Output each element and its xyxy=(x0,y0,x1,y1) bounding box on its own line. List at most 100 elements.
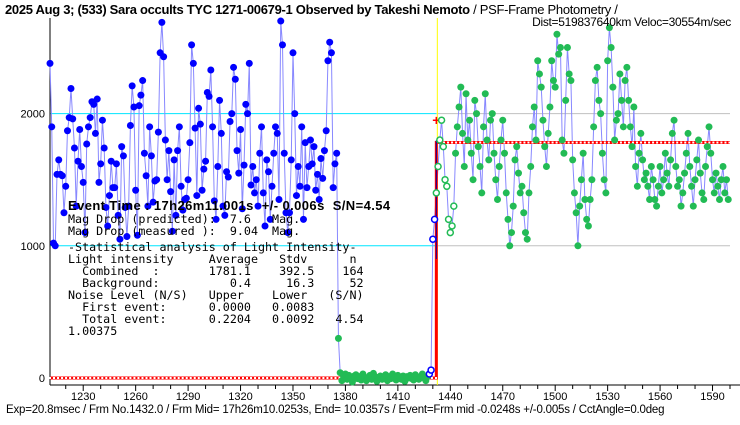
data-point xyxy=(126,121,134,129)
data-point xyxy=(247,181,255,189)
data-point xyxy=(548,57,556,65)
step-marker xyxy=(121,377,124,379)
step-marker xyxy=(503,141,506,144)
data-point xyxy=(319,174,327,182)
data-point xyxy=(518,182,526,190)
data-point xyxy=(724,196,732,204)
data-point xyxy=(188,41,196,49)
data-point xyxy=(272,123,280,131)
stat-line: Combined : 1781.1 392.5 164 xyxy=(68,264,364,278)
data-point xyxy=(58,172,66,180)
data-point xyxy=(471,96,479,104)
data-point xyxy=(721,189,729,197)
data-point xyxy=(476,162,484,170)
step-marker xyxy=(680,141,683,144)
data-point-transition xyxy=(444,215,453,224)
data-point xyxy=(245,59,253,67)
step-marker xyxy=(109,377,112,379)
step-marker xyxy=(451,141,454,144)
data-point xyxy=(633,182,641,190)
x-tick-label: 1440 xyxy=(438,391,462,403)
data-point xyxy=(196,120,204,128)
step-marker xyxy=(229,377,232,379)
step-marker xyxy=(266,377,269,379)
step-marker xyxy=(607,141,610,144)
data-point xyxy=(261,222,269,230)
data-point xyxy=(485,156,493,164)
data-point xyxy=(618,96,626,104)
data-point xyxy=(658,189,666,197)
data-point xyxy=(602,189,610,197)
data-point xyxy=(488,110,496,118)
data-point xyxy=(586,196,594,204)
data-point xyxy=(490,149,498,157)
data-point xyxy=(506,242,514,250)
data-point xyxy=(63,127,71,135)
step-marker xyxy=(53,377,56,379)
step-marker xyxy=(117,377,120,379)
data-point xyxy=(97,160,105,168)
data-point xyxy=(224,173,232,181)
data-point xyxy=(591,77,599,85)
data-point xyxy=(649,176,657,184)
step-marker xyxy=(475,141,478,144)
step-marker xyxy=(631,141,634,144)
step-marker xyxy=(314,377,317,379)
data-point xyxy=(651,196,659,204)
data-point xyxy=(158,18,166,26)
data-point xyxy=(625,96,633,104)
data-point xyxy=(541,143,549,151)
data-point xyxy=(242,100,250,108)
step-marker xyxy=(165,377,168,379)
data-point xyxy=(168,227,176,235)
stat-line: -Statistical analysis of Light Intensity… xyxy=(68,240,357,254)
step-marker xyxy=(193,377,196,379)
data-point xyxy=(105,192,113,200)
step-marker xyxy=(587,141,590,144)
distance-velocity: Dist=519837640km Veloc=30554m/sec xyxy=(532,15,731,29)
step-marker xyxy=(511,141,514,144)
data-point xyxy=(705,123,713,131)
data-point xyxy=(285,209,293,217)
data-point xyxy=(702,162,710,170)
data-point xyxy=(521,229,529,237)
data-point xyxy=(209,123,217,131)
data-point xyxy=(114,211,122,219)
data-point xyxy=(275,196,283,204)
data-point-transition xyxy=(434,162,442,171)
data-point xyxy=(91,129,99,137)
data-point xyxy=(460,162,468,170)
stat-line: Background: 0.4 16.3 52 xyxy=(68,276,364,290)
data-point xyxy=(689,202,697,210)
data-point xyxy=(686,162,694,170)
data-point xyxy=(235,169,243,177)
data-point xyxy=(167,188,175,196)
data-point xyxy=(189,59,197,67)
data-point xyxy=(560,149,568,157)
step-marker xyxy=(595,141,598,144)
data-point xyxy=(474,143,482,151)
data-point xyxy=(132,186,140,194)
step-marker xyxy=(338,377,341,379)
data-point xyxy=(195,104,203,112)
step-marker xyxy=(81,377,84,379)
data-point xyxy=(142,172,150,180)
data-point-transition xyxy=(443,182,451,191)
data-point xyxy=(663,169,671,177)
data-point xyxy=(500,149,508,157)
data-point-transition xyxy=(439,142,448,151)
data-point xyxy=(668,129,676,137)
data-point xyxy=(116,235,124,243)
step-marker xyxy=(241,377,244,379)
data-point xyxy=(693,156,701,164)
data-point xyxy=(530,103,538,111)
step-marker xyxy=(173,377,176,379)
step-marker xyxy=(282,377,285,379)
data-point xyxy=(67,84,75,92)
data-point xyxy=(292,192,300,200)
step-marker xyxy=(656,141,659,144)
data-point-transition xyxy=(448,222,456,230)
step-marker xyxy=(233,377,236,379)
stat-line: First event: 0.0000 0.0083 xyxy=(68,300,315,314)
step-marker xyxy=(527,141,530,144)
